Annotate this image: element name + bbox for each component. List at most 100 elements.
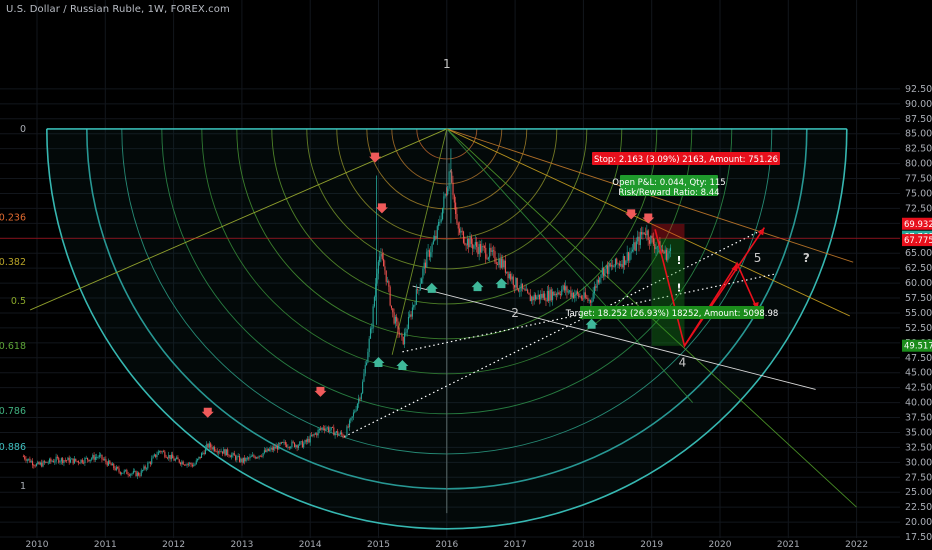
candle-body [462, 231, 465, 243]
candle-body [227, 449, 229, 455]
candle-body [194, 464, 196, 466]
candle-body [651, 235, 653, 238]
y-tick-label: 72.50 [905, 203, 932, 214]
candle-body [529, 294, 531, 302]
candle-body [28, 458, 30, 460]
candle-body [320, 428, 322, 430]
candle-body [549, 289, 551, 301]
candle-body [89, 459, 91, 462]
candle-body [255, 457, 258, 459]
candle-body [667, 253, 669, 261]
candle-body [665, 249, 668, 261]
candle-body [178, 459, 180, 463]
candle-body [469, 236, 471, 248]
candle-body [538, 294, 541, 300]
candle-body [372, 306, 374, 329]
candle-body [257, 457, 259, 459]
candle-body [26, 459, 28, 461]
y-tick-label: 22.50 [905, 502, 932, 513]
candle-body [392, 308, 394, 313]
stop-badge-text: Stop: 2.163 (3.09%) 2163, Amount: 751.26 [594, 155, 778, 165]
candle-body [114, 468, 116, 471]
candle-body [144, 466, 146, 469]
candle-body [42, 461, 44, 467]
candle-body [445, 193, 448, 195]
candle-body [507, 271, 509, 279]
fib-label: 0 [20, 124, 26, 135]
candle-body [240, 458, 242, 462]
candle-body [39, 462, 41, 465]
candle-body [566, 286, 568, 293]
candle-body [66, 460, 68, 462]
target-badge: Target: 18.252 (26.93%) 18252, Amount: 5… [565, 306, 778, 319]
candle-body [545, 300, 547, 302]
candle-body [638, 236, 640, 245]
candle-body [557, 292, 559, 295]
candle-body [67, 457, 69, 461]
candle-body [510, 273, 512, 280]
candle-body [169, 455, 171, 460]
candle-body [542, 293, 544, 298]
candle-body [544, 293, 546, 301]
x-tick-label: 2013 [230, 540, 253, 550]
y-tick-label: 30.00 [905, 457, 932, 468]
pnl-badge-text: Open P&L: 0.044, Qty: 115 [612, 178, 725, 188]
candle-body [635, 241, 637, 251]
y-tick-label: 17.50 [905, 532, 932, 543]
candle-body [299, 441, 301, 446]
candle-body [286, 444, 288, 448]
candle-body [145, 468, 148, 470]
candle-body [220, 451, 222, 453]
candle-body [668, 251, 670, 254]
candle-body [215, 450, 217, 452]
stop-badge-bg [592, 152, 780, 165]
candle-body [439, 221, 441, 223]
candle-body [119, 471, 121, 474]
candle-body [423, 262, 425, 269]
y-tick-label: 42.50 [905, 383, 932, 394]
candle-body [161, 451, 163, 453]
projection-arrows [654, 227, 766, 348]
candle-body [270, 447, 272, 450]
candle-body [140, 470, 142, 476]
candle-body [334, 432, 336, 436]
candle-body [424, 262, 427, 268]
candle-body [393, 312, 395, 324]
candle-body [584, 292, 586, 298]
candle-body [405, 332, 407, 334]
candle-body [356, 403, 358, 410]
candle-body [428, 250, 430, 257]
candle-body [478, 244, 480, 255]
candle-body [404, 332, 406, 345]
candle-body [398, 332, 400, 335]
price-axis[interactable]: 17.50 20.00 22.50 25.00 27.50 30.00 32.50 35.00… [902, 84, 932, 543]
candle-body [367, 352, 369, 363]
candle-body [552, 291, 554, 301]
x-tick-label: 2022 [845, 540, 868, 550]
y-tick-label: 20.00 [905, 517, 932, 528]
y-tick-label: 90.00 [905, 99, 932, 110]
candle-body [73, 458, 76, 464]
candle-body [627, 252, 630, 261]
candle-body [596, 279, 598, 288]
candle-body [265, 450, 267, 452]
candle-body [271, 447, 273, 451]
candle-body [283, 442, 285, 443]
candle-body [381, 253, 383, 259]
x-tick-label: 2017 [504, 540, 527, 550]
candle-body [555, 294, 558, 295]
candle-body [612, 265, 614, 267]
candle-body [435, 235, 437, 239]
candle-body [134, 470, 136, 472]
candle-body [132, 471, 134, 474]
candle-body [383, 258, 385, 267]
candle-body [87, 457, 89, 460]
candle-body [508, 273, 510, 279]
candle-body [587, 298, 589, 301]
arrow-head-up-icon [757, 227, 765, 236]
candle-body [620, 264, 622, 266]
time-axis[interactable]: 2010 2011 2012 2013 2014 2015 2016 2017 2018 2019… [26, 540, 869, 550]
candle-body [69, 459, 72, 463]
candle-body [546, 290, 548, 302]
